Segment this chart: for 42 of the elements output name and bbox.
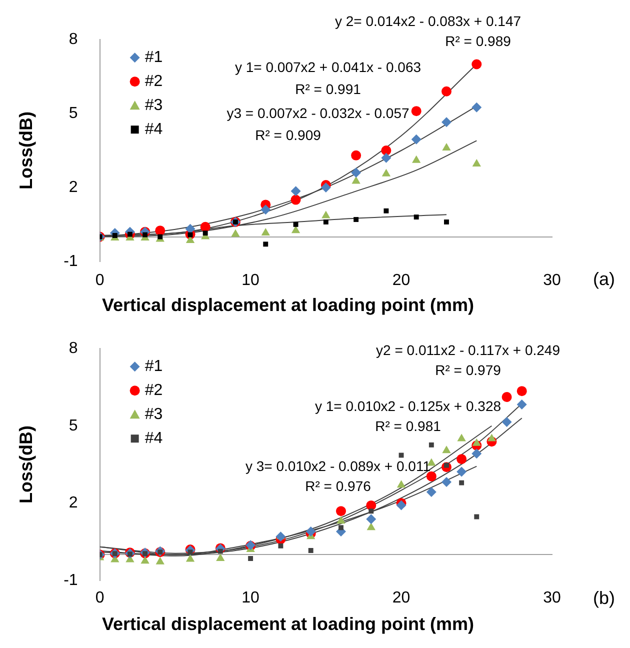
annotation: y 1= 0.007x2 + 0.041x - 0.063 — [234, 58, 422, 75]
annotation: y 3= 0.010x2 - 0.089x + 0.011 — [246, 458, 431, 474]
legend-label: #3 — [144, 406, 163, 424]
x-tick-label: 30 — [543, 590, 561, 607]
annotation: R² = 0.979 — [435, 362, 502, 378]
legend-label: #2 — [144, 382, 163, 400]
x-tick-label: 20 — [392, 590, 410, 607]
annotation: R² = 0.909 — [255, 126, 322, 143]
annotation: y 1= 0.010x2 - 0.125x + 0.328 — [314, 398, 502, 414]
text: (b) — [593, 588, 615, 608]
y-tick-label: 5 — [68, 104, 78, 122]
y-axis-title: Loss(dB) — [16, 426, 36, 504]
legend-label: #4 — [144, 430, 163, 448]
y-tick-label: 8 — [68, 340, 78, 358]
x-tick-label: 10 — [242, 590, 260, 607]
y-tick-label: 5 — [68, 417, 78, 434]
x-tick-label: 20 — [392, 272, 410, 289]
annotation: R² = 0.991 — [295, 80, 362, 97]
y-tick-label: 2 — [68, 494, 78, 512]
x-axis-title: Vertical displacement at loading point (mm) — [100, 613, 476, 636]
y-tick-label: 2 — [68, 178, 78, 196]
y-tick-label: -1 — [64, 572, 78, 589]
legend-label: #1 — [144, 358, 163, 376]
y-tick-label: -1 — [64, 252, 78, 270]
annotation: R² = 0.989 — [445, 32, 512, 49]
y-axis-title: Loss(dB) — [16, 112, 36, 190]
x-axis-title: Vertical displacement at loading point (mm) — [100, 294, 476, 317]
annotation: y3 = 0.007x2 - 0.032x - 0.057 — [226, 104, 410, 121]
x-tick-label: 30 — [543, 272, 561, 289]
x-tick-label: 10 — [242, 272, 260, 289]
legend-label: #4 — [144, 121, 163, 138]
y-tick-label: 8 — [68, 31, 78, 48]
annotation: R² = 0.976 — [305, 478, 372, 494]
annotation: R² = 0.981 — [375, 418, 442, 434]
text: (a) — [593, 268, 615, 289]
annotation: y2 = 0.011x2 - 0.117x + 0.249 — [376, 342, 560, 358]
x-tick-label: 0 — [95, 590, 104, 607]
x-tick-label: 0 — [95, 272, 104, 289]
text: y 2= 0.014x2 - 0.083x + 0.147 — [334, 12, 522, 29]
legend-label: #2 — [144, 73, 163, 90]
legend-label: #1 — [144, 49, 163, 66]
legend-label: #3 — [144, 97, 163, 114]
